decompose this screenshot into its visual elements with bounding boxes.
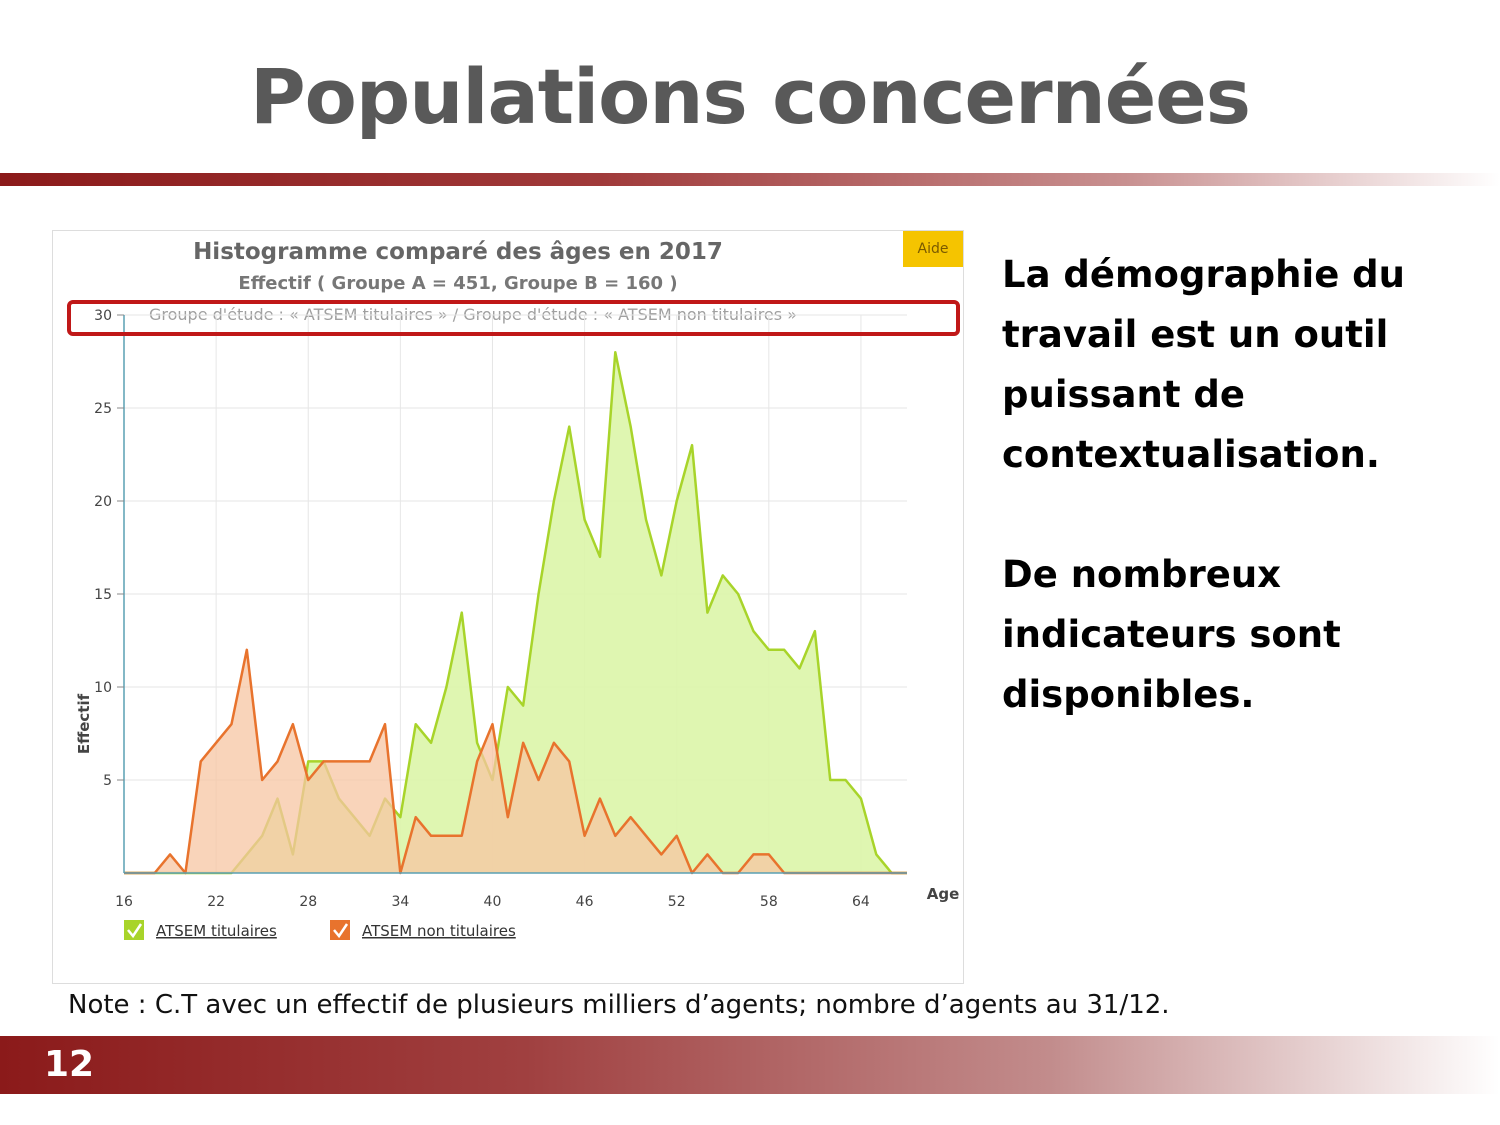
series-line-non-titulaires	[124, 648, 907, 875]
x-axis-title: Age	[927, 885, 960, 903]
y-tick-label: 25	[94, 401, 112, 417]
y-tick-label: 20	[94, 494, 112, 510]
chart-subtitle: Effectif ( Groupe A = 451, Groupe B = 16…	[238, 273, 678, 294]
footer-band	[0, 1036, 1500, 1094]
x-tick-label: 46	[576, 894, 594, 910]
x-tick-label: 64	[852, 894, 870, 910]
legend-label: ATSEM non titulaires	[362, 922, 516, 940]
side-text: La démographie du travail est un outil p…	[1002, 245, 1472, 725]
series-area-titulaires	[124, 352, 907, 873]
x-tick-label: 52	[668, 894, 686, 910]
chart-title: Histogramme comparé des âges en 2017	[193, 239, 723, 265]
help-button[interactable]: Aide	[903, 231, 963, 267]
legend-label: ATSEM titulaires	[156, 922, 277, 940]
legend-check-icon	[333, 923, 349, 939]
legend-swatch	[330, 920, 350, 940]
x-tick-label: 58	[760, 894, 778, 910]
age-histogram-chart: 5 10 15 20 25 30 16 22 28 34 40 46 52 58 64 Age Effectif…	[75, 308, 960, 940]
side-paragraph-1: La démographie du travail est un outil p…	[1002, 253, 1405, 476]
x-tick-label: 28	[299, 894, 317, 910]
y-tick-label: 15	[94, 587, 112, 603]
slide-title: Populations concernées	[249, 52, 1251, 141]
y-tick-label: 5	[103, 773, 112, 789]
side-paragraph-2: De nombreux indicateurs sont disponibles…	[1002, 553, 1341, 716]
title-divider	[0, 173, 1500, 186]
y-tick-label: 10	[94, 680, 112, 696]
series-area-non-titulaires	[124, 649, 907, 873]
x-tick-label: 40	[484, 894, 502, 910]
y-axis-title: Effectif	[75, 693, 93, 754]
note-text: Note : C.T avec un effectif de plusieurs…	[68, 990, 1170, 1020]
x-tick-label: 16	[115, 894, 133, 910]
y-tick-label: 30	[94, 308, 112, 324]
x-tick-label: 34	[391, 894, 409, 910]
highlight-annotation-box	[67, 300, 960, 336]
legend-check-icon	[127, 923, 143, 939]
page-number: 12	[44, 1044, 95, 1085]
legend-swatch	[124, 920, 144, 940]
x-tick-label: 22	[207, 894, 225, 910]
